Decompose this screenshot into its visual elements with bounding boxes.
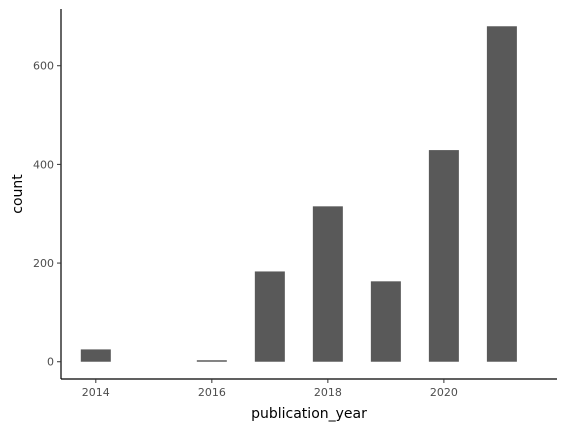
x-tick-label: 2016 [198, 386, 226, 399]
bar-2019 [370, 281, 401, 362]
y-ticks-group: 0 200 400 600 [33, 60, 61, 369]
y-axis-title: count [10, 174, 26, 214]
bar-2014 [80, 349, 111, 362]
x-ticks-group: 2014 2016 2018 2020 [82, 379, 458, 399]
bar-2020 [428, 150, 459, 362]
bar-2021 [486, 26, 517, 362]
y-tick-label: 600 [33, 60, 54, 73]
x-tick-label: 2014 [82, 386, 110, 399]
bar-2018 [312, 206, 343, 362]
y-tick-label: 200 [33, 257, 54, 270]
bar-2017 [254, 271, 285, 362]
bars-group [80, 26, 517, 362]
x-tick-label: 2018 [314, 386, 342, 399]
y-tick-label: 0 [47, 356, 54, 369]
y-tick-label: 400 [33, 158, 54, 171]
bar-2016 [196, 360, 227, 362]
x-axis-title: publication_year [251, 406, 367, 422]
x-tick-label: 2020 [430, 386, 458, 399]
